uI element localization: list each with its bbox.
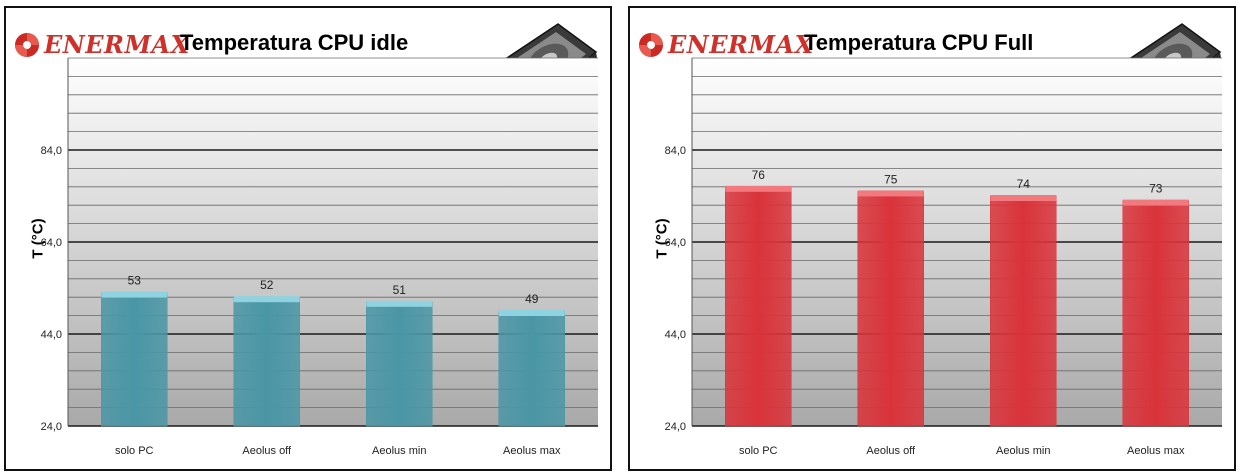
y-tick-label: 24,0	[665, 421, 686, 433]
x-tick-label: Aeolus min	[996, 445, 1050, 457]
data-label: 76	[752, 168, 766, 182]
bar-3	[366, 301, 433, 427]
bar-1	[101, 292, 168, 427]
data-label: 53	[128, 274, 142, 288]
bar-top-highlight	[498, 310, 565, 316]
y-tick-label: 84,0	[665, 145, 686, 157]
y-tick-label: 24,0	[41, 421, 62, 433]
y-tick-label: 64,0	[41, 237, 62, 249]
chart-title: Temperatura CPU idle	[180, 30, 409, 55]
y-tick-label: 44,0	[41, 329, 62, 341]
bar-top-highlight	[725, 185, 792, 192]
data-label: 49	[525, 292, 539, 306]
bar-chart-plot: 24,0 44,0 64,0 84,0 53 solo PC 52 Aeolus off 51 A…	[41, 57, 598, 457]
bar-4	[498, 310, 565, 427]
brand-wordmark: ENERMAX	[44, 30, 190, 59]
bar-top-highlight	[233, 296, 300, 303]
bar-top-highlight	[1122, 199, 1189, 206]
bar-2	[857, 191, 924, 427]
x-tick-label: Aeolus max	[503, 445, 561, 457]
enermax-fan-icon	[639, 32, 663, 57]
data-label: 74	[1017, 177, 1031, 191]
x-tick-label: solo PC	[115, 445, 154, 457]
enermax-logo: ENERMAX	[14, 30, 190, 59]
data-label: 75	[884, 172, 898, 186]
bar-top-highlight	[101, 291, 168, 298]
data-label: 51	[393, 283, 407, 297]
chart-panel-full: ENERMAX Temperatura CPU Full T (°C) 24,0…	[628, 6, 1236, 471]
x-tick-label: Aeolus off	[866, 445, 916, 457]
enermax-fan-icon	[15, 32, 39, 57]
data-label: 52	[260, 278, 274, 292]
brand-wordmark: ENERMAX	[668, 30, 814, 59]
data-label: 73	[1149, 182, 1163, 196]
bar-4	[1122, 200, 1189, 427]
y-tick-label: 44,0	[665, 329, 686, 341]
y-tick-label: 84,0	[41, 145, 62, 157]
bar-chart-plot: 24,0 44,0 64,0 84,0 76 solo PC 75 Aeolus off 74 A…	[665, 57, 1222, 457]
enermax-logo: ENERMAX	[638, 30, 814, 59]
x-tick-label: solo PC	[739, 445, 778, 457]
bar-1	[725, 186, 792, 427]
bar-3	[990, 195, 1057, 427]
x-tick-label: Aeolus min	[372, 445, 426, 457]
x-tick-label: Aeolus max	[1127, 445, 1185, 457]
bar-2	[233, 296, 300, 427]
bar-top-highlight	[857, 190, 924, 197]
y-tick-label: 64,0	[665, 237, 686, 249]
x-tick-label: Aeolus off	[242, 445, 292, 457]
chart-title: Temperatura CPU Full	[804, 30, 1034, 55]
bar-top-highlight	[990, 195, 1057, 201]
bar-top-highlight	[366, 300, 433, 307]
chart-panel-idle: ENERMAX Temperatura CPU idle T (°C) 24,0…	[4, 6, 612, 471]
